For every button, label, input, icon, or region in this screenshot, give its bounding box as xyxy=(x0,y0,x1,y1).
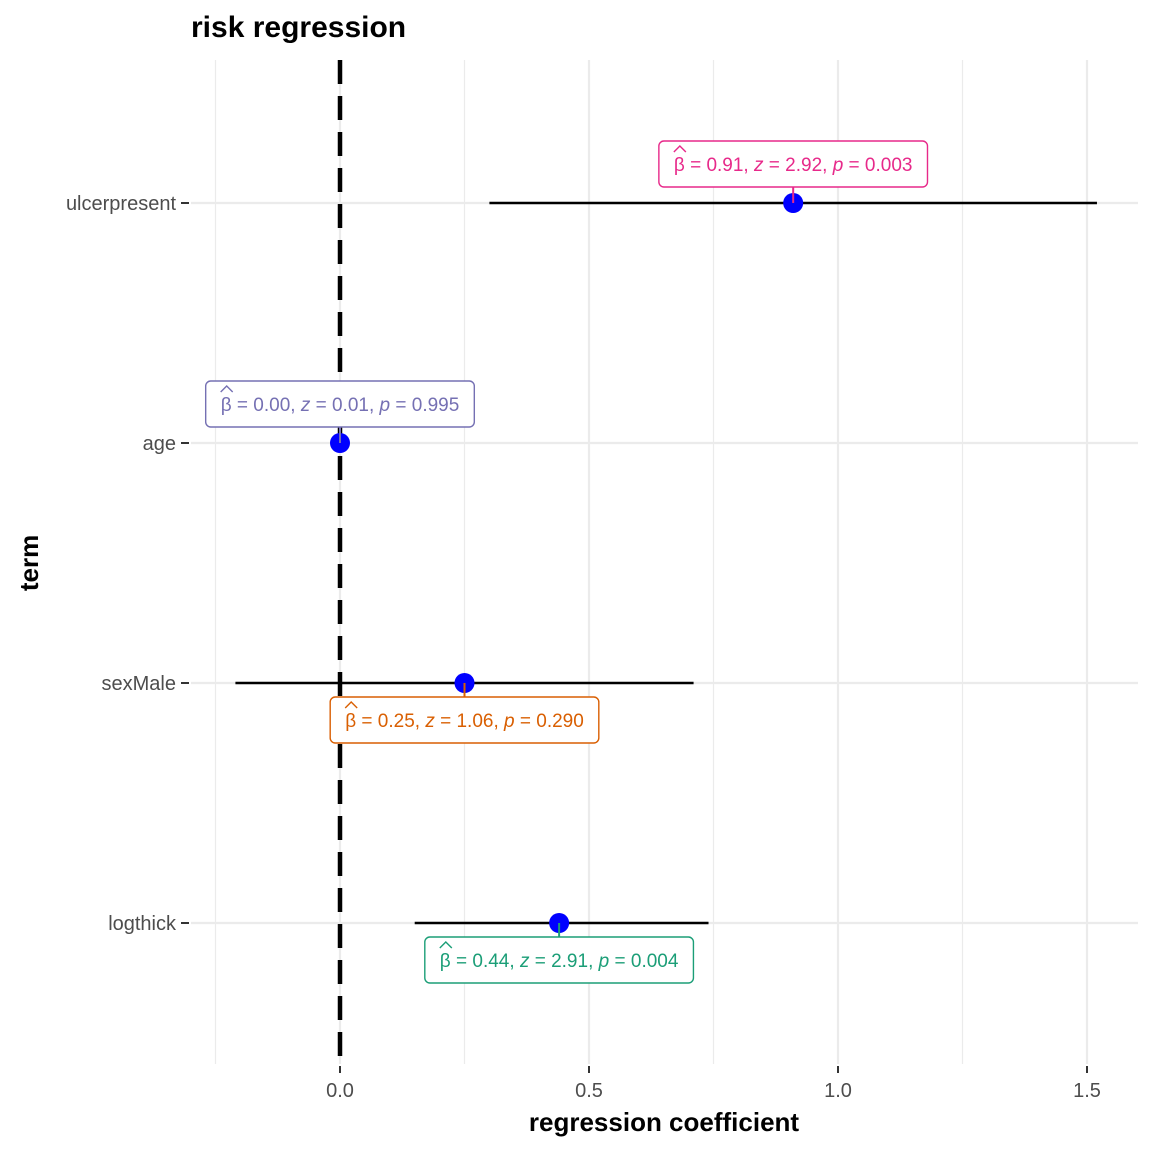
y-axis-title: term xyxy=(14,535,44,591)
y-tick-label-ulcerpresent: ulcerpresent xyxy=(66,193,177,215)
beta-hat-age xyxy=(220,385,234,393)
grid-lines xyxy=(191,60,1138,1064)
label-text-ulcerpresent: β = 0.91, z = 2.92, p = 0.003 xyxy=(674,155,913,176)
chart-title: risk regression xyxy=(191,11,406,44)
y-tick-label-logthick: logthick xyxy=(108,913,177,935)
x-axis: 0.0 0.5 1.0 1.5 xyxy=(326,1066,1101,1102)
data-marks xyxy=(235,193,1097,933)
label-age: β = 0.00, z = 0.01, p = 0.995 xyxy=(204,380,476,443)
label-ulcerpresent: β = 0.91, z = 2.92, p = 0.003 xyxy=(658,140,929,203)
x-tick-label: 0.0 xyxy=(326,1080,354,1102)
label-logthick: β = 0.44, z = 2.91, p = 0.004 xyxy=(424,923,695,984)
x-tick-label: 1.0 xyxy=(824,1080,852,1102)
y-axis: ulcerpresent age sexMale logthick xyxy=(66,193,189,935)
x-tick-label: 1.5 xyxy=(1073,1080,1101,1102)
label-text-sexMale: β = 0.25, z = 1.06, p = 0.290 xyxy=(345,711,584,732)
beta-hat-sexMale xyxy=(344,701,358,709)
label-text-logthick: β = 0.44, z = 2.91, p = 0.004 xyxy=(440,951,679,972)
beta-hat-ulcerpresent xyxy=(673,145,687,153)
x-tick-label: 0.5 xyxy=(575,1080,603,1102)
y-tick-label-age: age xyxy=(143,433,176,455)
label-sexMale: β = 0.25, z = 1.06, p = 0.290 xyxy=(329,683,600,744)
y-tick-label-sexMale: sexMale xyxy=(102,673,176,695)
label-text-age: β = 0.00, z = 0.01, p = 0.995 xyxy=(221,395,460,416)
beta-hat-logthick xyxy=(439,941,453,949)
x-axis-title: regression coefficient xyxy=(529,1107,800,1137)
estimate-labels: β = 0.91, z = 2.92, p = 0.003 β = 0.00, z… xyxy=(204,140,929,984)
